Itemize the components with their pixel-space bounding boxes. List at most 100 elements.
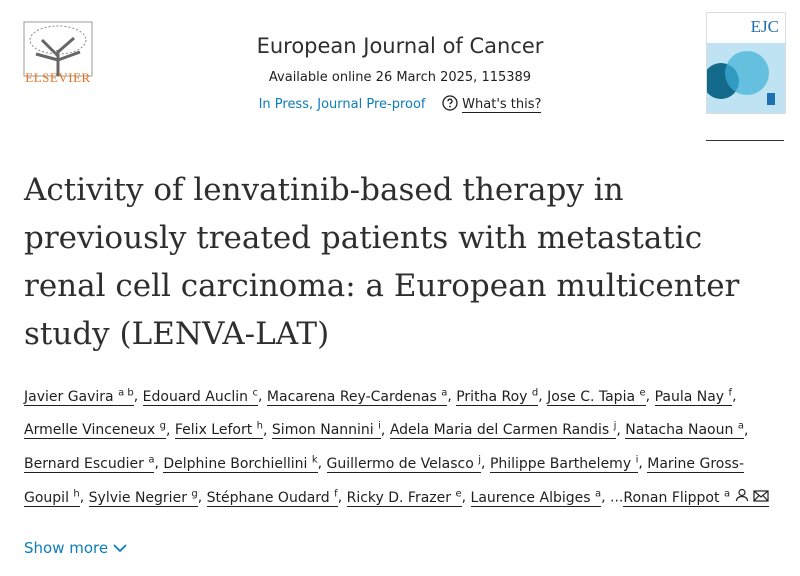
affiliation[interactable]: a xyxy=(723,487,731,499)
journal-title[interactable]: European Journal of Cancer xyxy=(256,34,544,58)
author[interactable]: Adela Maria del Carmen Randis j xyxy=(389,420,617,440)
author-name[interactable]: Armelle Vinceneux xyxy=(24,422,156,439)
separator: , xyxy=(197,489,203,506)
email-icon[interactable] xyxy=(753,490,769,502)
status-row: In Press, Journal Pre-proof What's this? xyxy=(200,95,600,113)
affiliation[interactable]: k xyxy=(311,454,318,466)
availability: Available online 26 March 2025, 115389 xyxy=(268,70,532,85)
author-name[interactable]: Jose C. Tapia xyxy=(547,388,636,405)
author[interactable]: Guillermo de Velasco j xyxy=(326,454,482,473)
author-name[interactable]: Edouard Auclin xyxy=(142,388,249,405)
affiliation[interactable]: a xyxy=(594,487,602,499)
author-name[interactable]: Javier Gavira xyxy=(24,388,114,405)
author[interactable]: Marine Gross-Goupil h xyxy=(24,455,744,507)
separator: , xyxy=(601,489,606,506)
author-name[interactable]: Macarena Rey-Cardenas xyxy=(266,388,437,405)
separator: , xyxy=(258,388,263,405)
article-title: Activity of lenvatinib-based therapy in … xyxy=(24,172,740,352)
affiliation[interactable]: g xyxy=(159,420,166,432)
author-name[interactable]: Simon Nannini xyxy=(271,422,374,439)
author-name[interactable]: Natacha Naoun xyxy=(625,422,734,439)
author-name[interactable]: Paula Nay xyxy=(654,388,725,405)
chevron-icon[interactable] xyxy=(113,543,127,553)
affiliation[interactable]: j xyxy=(478,454,482,466)
author-name[interactable]: Felix Lefort xyxy=(174,422,253,439)
show-more[interactable]: Show more xyxy=(24,539,127,557)
author-name[interactable]: Marine Gross-Goupil xyxy=(24,455,744,506)
author-name[interactable]: Guillermo de Velasco xyxy=(326,455,474,472)
author[interactable]: Stéphane Oudard f xyxy=(206,487,338,507)
affiliation[interactable]: f xyxy=(334,487,338,499)
author[interactable]: Simon Nannini i xyxy=(271,420,381,440)
affiliation[interactable]: h xyxy=(256,420,264,432)
separator: , xyxy=(317,455,323,472)
author[interactable]: Armelle Vinceneux g xyxy=(24,420,166,440)
affiliation[interactable]: i xyxy=(635,454,639,466)
person-icon[interactable] xyxy=(735,488,749,502)
separator: , xyxy=(79,489,85,506)
cover-art xyxy=(707,51,775,105)
author-name[interactable]: Delphine Borchiellini xyxy=(163,455,308,472)
help-link[interactable]: What's this? xyxy=(462,97,542,113)
author-name[interactable]: Bernard Escudier xyxy=(24,455,144,472)
affiliation[interactable]: d xyxy=(531,387,539,398)
show-more-text[interactable]: Show more xyxy=(24,539,109,557)
author[interactable]: Natacha Naoun a xyxy=(625,420,744,440)
author[interactable]: Macarena Rey-Cardenas a xyxy=(266,387,448,406)
separator: , xyxy=(337,489,343,506)
affiliation[interactable]: e xyxy=(639,387,646,398)
elsevier-tree-logo xyxy=(23,21,93,77)
author[interactable]: Ricky D. Frazer e xyxy=(346,487,462,507)
author[interactable]: Sylvie Negrier g xyxy=(88,487,198,507)
separator: , xyxy=(481,455,486,472)
author[interactable]: Ronan Flippot a xyxy=(623,487,769,507)
journal-cover[interactable]: EJC xyxy=(706,12,786,114)
affiliation[interactable]: h xyxy=(73,487,80,499)
author[interactable]: Delphine Borchiellini k xyxy=(163,454,318,473)
publisher-name[interactable]: ELSEVIER xyxy=(25,70,91,85)
author-name[interactable]: Philippe Barthelemy xyxy=(489,455,632,472)
author-name[interactable]: Pritha Roy xyxy=(456,388,528,405)
author-name[interactable]: Ronan Flippot xyxy=(623,489,720,506)
author-name[interactable]: Stéphane Oudard xyxy=(206,489,330,506)
author[interactable]: Pritha Roy d xyxy=(456,387,539,406)
affiliation[interactable]: g xyxy=(191,487,198,499)
divider xyxy=(706,140,784,141)
author[interactable]: Philippe Barthelemy i xyxy=(489,454,639,473)
author[interactable]: Laurence Albiges a xyxy=(470,487,602,507)
author-list: Javier Gavira a b, Edouard Auclin c, Mac… xyxy=(24,378,784,513)
separator: , xyxy=(133,388,139,405)
separator: , xyxy=(165,422,171,439)
separator: , xyxy=(645,388,651,405)
affiliation[interactable]: a xyxy=(737,420,744,432)
separator: , xyxy=(743,422,749,439)
affiliation[interactable]: c xyxy=(252,387,259,398)
author[interactable]: Javier Gavira a b xyxy=(24,387,134,406)
author[interactable]: Edouard Auclin c xyxy=(142,387,259,406)
author-name[interactable]: Ricky D. Frazer xyxy=(346,489,452,506)
author-name[interactable]: Sylvie Negrier xyxy=(88,489,187,506)
author-name[interactable]: Adela Maria del Carmen Randis xyxy=(389,422,610,439)
author[interactable]: Felix Lefort h xyxy=(174,420,264,440)
author[interactable]: Paula Nay f xyxy=(654,387,733,406)
ellipsis: ... xyxy=(610,489,624,506)
separator: , xyxy=(263,422,268,439)
author[interactable]: Jose C. Tapia e xyxy=(547,387,646,406)
separator: , xyxy=(447,388,452,405)
separator: , xyxy=(461,489,467,506)
affiliation[interactable]: a xyxy=(441,387,448,398)
separator: , xyxy=(638,455,643,472)
author[interactable]: Bernard Escudier a xyxy=(24,454,155,473)
separator: , xyxy=(154,455,159,472)
affiliation[interactable]: a xyxy=(148,454,155,466)
help-icon[interactable] xyxy=(442,95,458,111)
affiliation[interactable]: j xyxy=(613,420,617,432)
affiliation[interactable]: f xyxy=(728,387,733,398)
affiliation[interactable]: a b xyxy=(118,387,134,398)
status[interactable]: In Press, Journal Pre-proof xyxy=(258,97,426,112)
affiliation[interactable]: i xyxy=(378,420,381,432)
separator: , xyxy=(732,388,737,405)
author-name[interactable]: Laurence Albiges xyxy=(470,489,591,506)
affiliation[interactable]: e xyxy=(455,487,462,499)
